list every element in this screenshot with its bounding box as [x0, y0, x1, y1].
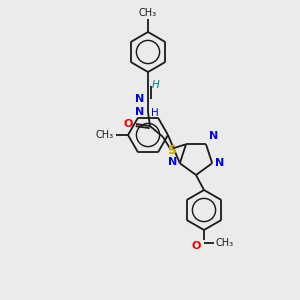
Text: N: N	[215, 158, 224, 168]
Text: CH₃: CH₃	[216, 238, 234, 248]
Text: N: N	[135, 94, 144, 104]
Text: H: H	[151, 108, 159, 118]
Text: H: H	[152, 80, 160, 90]
Text: N: N	[209, 131, 218, 141]
Text: O: O	[192, 241, 201, 251]
Text: CH₃: CH₃	[96, 130, 114, 140]
Text: O: O	[124, 119, 133, 129]
Text: S: S	[167, 145, 176, 158]
Text: N: N	[168, 157, 177, 167]
Text: N: N	[135, 107, 144, 117]
Text: CH₃: CH₃	[139, 8, 157, 18]
